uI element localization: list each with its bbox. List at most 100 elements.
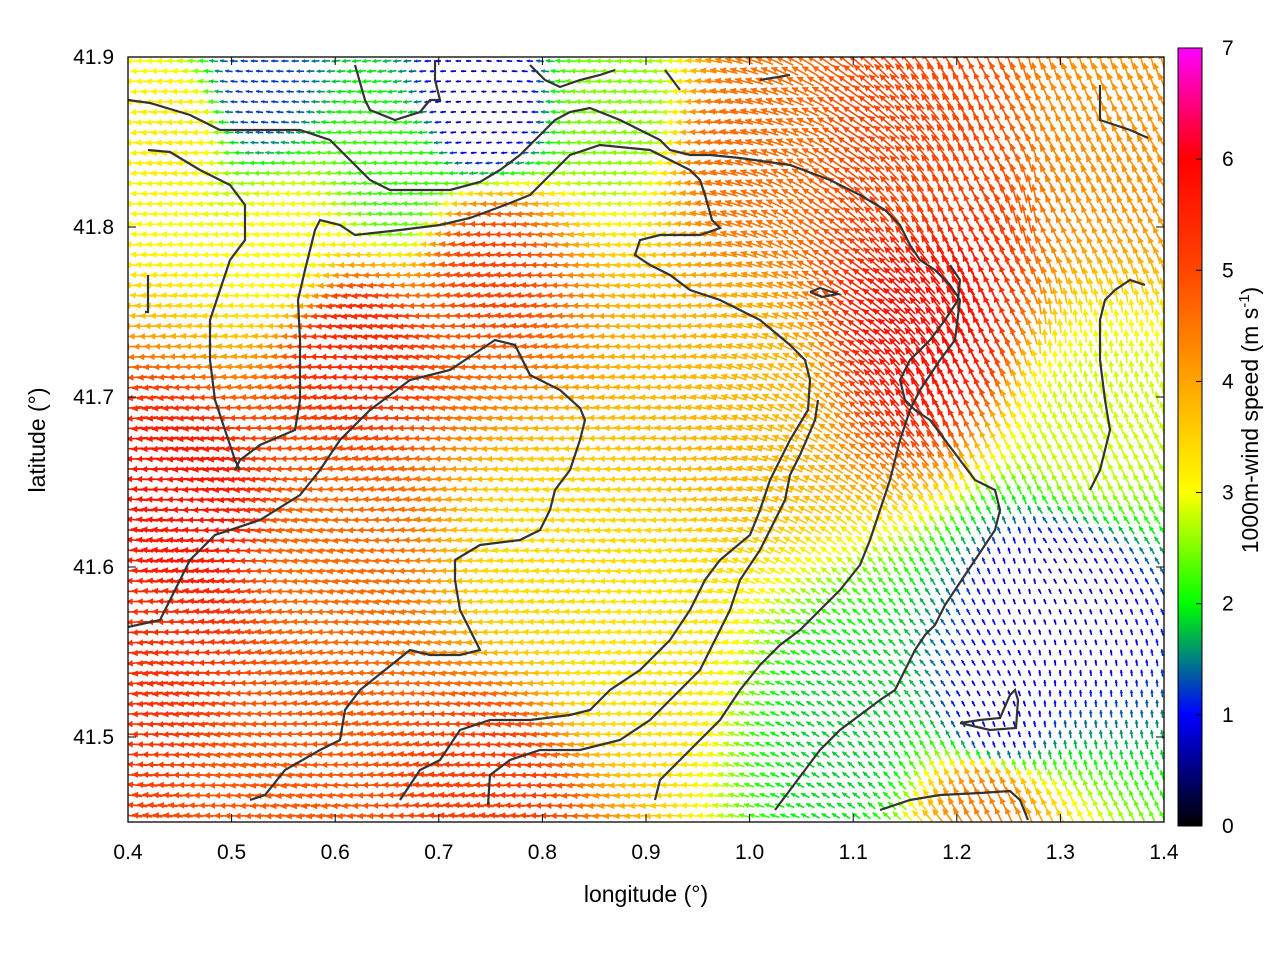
wind-arrow-head: [250, 120, 255, 124]
wind-arrow-head: [516, 100, 520, 104]
wind-arrow-head: [207, 241, 214, 248]
wind-arrow-head: [371, 119, 377, 125]
wind-arrow-head: [219, 59, 224, 63]
wind-arrow-head: [1066, 73, 1073, 81]
wind-arrow-head: [1152, 125, 1159, 132]
wind-arrow-head: [593, 282, 600, 289]
wind-arrow-head: [418, 302, 425, 310]
wind-arrow-head: [440, 69, 443, 73]
wind-arrow-head: [817, 137, 825, 144]
wind-arrow-head: [481, 110, 484, 114]
wind-arrow-head: [176, 282, 183, 289]
wind-arrow-head: [1035, 57, 1043, 59]
wind-arrow-head: [481, 151, 484, 155]
wind-arrow-head: [807, 76, 815, 83]
wind-arrow-head: [640, 190, 647, 197]
wind-arrow-head: [381, 201, 387, 207]
wind-arrow-head: [911, 73, 918, 81]
wind-arrow-head: [609, 231, 616, 238]
wind-arrow-head: [458, 302, 465, 309]
wind-arrow-head: [252, 231, 260, 238]
wind-arrow-head: [684, 302, 691, 309]
wind-arrow-head: [293, 272, 300, 279]
wind-arrow-head: [235, 110, 239, 114]
wind-arrow-head: [1082, 288, 1089, 295]
wind-arrow-head: [884, 125, 892, 133]
wind-arrow-head: [240, 140, 244, 145]
wind-arrow-head: [555, 139, 560, 146]
wind-arrow-head: [580, 88, 586, 95]
wind-arrow-head: [283, 190, 290, 197]
wind-arrow-head: [222, 292, 229, 299]
wind-arrow-head: [659, 210, 667, 218]
wind-arrow-head: [324, 231, 331, 238]
wind-arrow-head: [1081, 125, 1088, 132]
wind-arrow-head: [295, 150, 300, 156]
wind-arrow-head: [286, 69, 290, 73]
wind-arrow-head: [570, 129, 576, 136]
wind-arrow-head: [994, 113, 1001, 121]
wind-arrow-head: [1092, 288, 1099, 295]
wind-arrow-head: [664, 200, 672, 207]
wind-arrow-head: [288, 221, 295, 228]
wind-arrow-head: [150, 292, 157, 299]
wind-arrow-head: [620, 68, 627, 75]
wind-arrow-head: [244, 150, 249, 155]
wind-arrow-head: [1086, 94, 1093, 101]
wind-arrow-head: [639, 251, 646, 259]
wind-arrow-head: [750, 108, 757, 115]
wind-arrow-head: [311, 119, 316, 125]
wind-arrow-head: [857, 278, 865, 286]
wind-arrow-head: [325, 303, 333, 310]
wind-arrow-head: [1082, 267, 1089, 275]
wind-arrow-head: [489, 261, 496, 268]
wind-arrow-head: [514, 292, 522, 299]
wind-arrow-head: [636, 78, 642, 85]
wind-arrow-head: [268, 221, 275, 228]
wind-arrow-shaft: [839, 57, 855, 68]
wind-arrow-head: [341, 58, 346, 64]
wind-arrow-head: [649, 251, 656, 259]
wind-arrow-head: [1046, 277, 1053, 284]
wind-arrow-head: [525, 231, 532, 238]
wind-arrow-head: [654, 282, 661, 289]
wind-arrow-head: [346, 129, 351, 135]
wind-arrow-head: [222, 251, 229, 259]
wind-arrow-head: [376, 191, 382, 197]
wind-arrow-head: [1061, 62, 1068, 70]
wind-arrow-head: [303, 210, 310, 218]
wind-arrow-head: [605, 200, 611, 207]
wind-arrow-head: [1061, 83, 1068, 91]
wind-arrow-head: [145, 119, 152, 126]
wind-arrow-head: [424, 59, 428, 63]
wind-arrow-head: [422, 180, 428, 186]
wind-arrow-head: [273, 190, 280, 197]
wind-arrow-head: [1046, 57, 1053, 60]
wind-arrow-head: [915, 104, 923, 112]
wind-arrow-head: [423, 140, 428, 145]
wind-arrow-head: [580, 109, 586, 115]
wind-arrow-head: [1035, 73, 1042, 80]
wind-arrow-head: [242, 251, 249, 259]
wind-arrow-head: [471, 131, 474, 134]
wind-arrow-head: [624, 241, 631, 248]
wind-arrow-head: [407, 129, 413, 135]
wind-arrow-head: [608, 292, 615, 299]
wind-arrow-head: [808, 57, 814, 62]
wind-arrow-head: [1015, 113, 1022, 121]
wind-arrow-head: [245, 110, 250, 114]
wind-arrow-head: [176, 241, 183, 248]
wind-arrow-head: [587, 272, 595, 279]
wind-arrow-head: [223, 150, 229, 156]
wind-arrow-head: [1127, 73, 1134, 81]
wind-arrow-head: [1153, 63, 1160, 70]
wind-arrow-head: [1025, 93, 1032, 100]
wind-arrow-head: [626, 160, 632, 166]
wind-arrow-head: [371, 160, 377, 166]
wind-arrow-head: [235, 130, 239, 135]
wind-arrow-head: [201, 292, 208, 299]
wind-arrow-head: [630, 170, 637, 177]
wind-arrow-head: [491, 151, 494, 155]
wind-arrow-head: [646, 159, 652, 166]
wind-arrow-head: [594, 221, 601, 228]
